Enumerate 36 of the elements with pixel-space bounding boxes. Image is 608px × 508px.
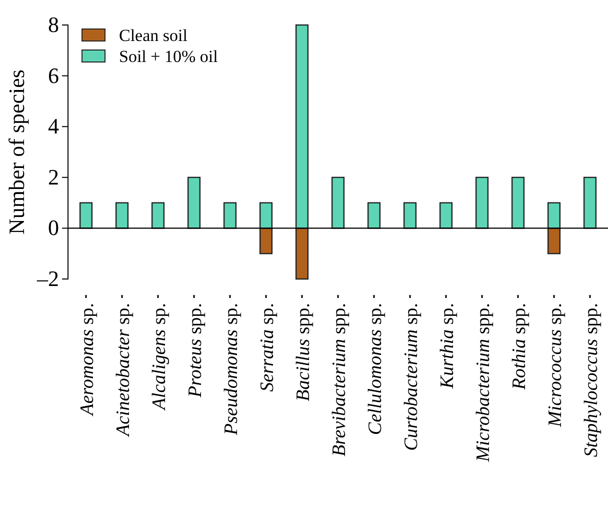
- x-tick-label: Kurthia sp.: [437, 303, 458, 390]
- x-tick-label: Micrococcus sp.: [545, 303, 566, 428]
- bar: [511, 176, 525, 229]
- y-tick-label: 0: [48, 215, 59, 240]
- x-tick-label: Alcaligens sp.: [149, 303, 170, 412]
- x-tick-label: Microbacterium spp.: [473, 303, 494, 463]
- x-tick-label: Curtobacterium sp.: [401, 303, 422, 451]
- x-tick-label: Serratia sp.: [257, 303, 278, 392]
- y-axis-title: Number of species: [4, 70, 29, 234]
- x-tick-label: Bacillus spp.: [293, 303, 314, 402]
- bar: [367, 202, 381, 229]
- y-tick-label: –2: [36, 266, 59, 292]
- bar: [115, 202, 129, 229]
- bar: [331, 176, 345, 229]
- y-tick-label: 8: [48, 12, 59, 38]
- x-tick-label: Pseudomonas sp.: [221, 303, 242, 436]
- y-tick-label: 6: [48, 62, 59, 88]
- bar: [79, 202, 93, 229]
- x-tick-label: Proteus spp.: [185, 303, 206, 398]
- x-tick-label: Brevibacterium spp.: [329, 303, 350, 456]
- bar: [439, 202, 453, 229]
- x-tick-label: Staphylococcus spp.: [581, 303, 602, 458]
- x-tick-label: Acinetobacter sp.: [113, 303, 134, 438]
- bar: [403, 202, 417, 229]
- bar: [475, 176, 489, 229]
- x-tick-label: Rothia spp.: [509, 303, 530, 391]
- bar: [187, 176, 201, 229]
- y-tick-label: 2: [48, 164, 59, 190]
- x-tick-label: Cellulomonas sp.: [365, 303, 386, 435]
- legend-label: Soil + 10% oil: [119, 47, 218, 66]
- bar: [583, 176, 597, 229]
- x-tick-label: Aeromonas sp.: [77, 303, 98, 418]
- bar: [223, 202, 237, 229]
- legend-label: Clean soil: [119, 26, 188, 45]
- bar: [151, 202, 165, 229]
- y-tick-label: 4: [48, 114, 59, 139]
